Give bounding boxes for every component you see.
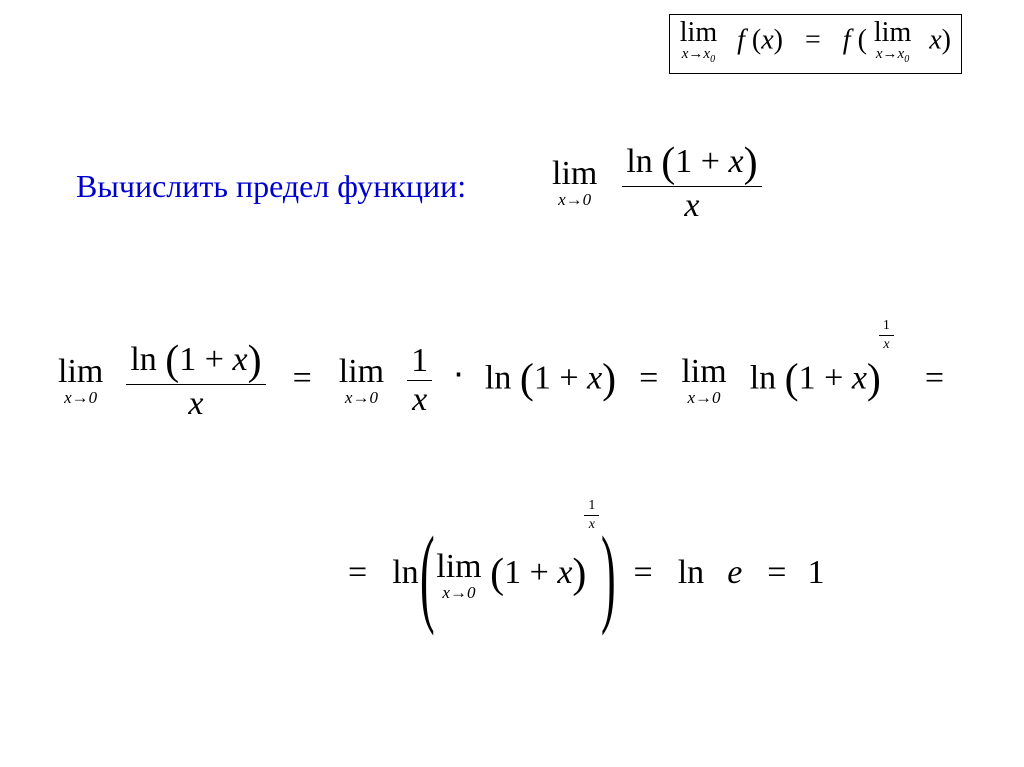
problem-expr: lim x→0 ln (1 + x) x (552, 142, 762, 223)
lp-d1c: ( (785, 356, 799, 402)
exp-num-a: 1 (879, 319, 894, 335)
frac-d1a-num: ln (1 + x) (126, 340, 265, 384)
lim-d2: lim (436, 550, 481, 584)
lp-d2: ( (490, 551, 504, 597)
limsub-d1c: x→0 (681, 389, 726, 406)
eq-2: = (639, 359, 658, 396)
limop-d1b: lim x→0 (339, 355, 384, 406)
exp-frac-a: 1 x (879, 319, 894, 352)
lp-d1b: ( (520, 356, 534, 402)
limop-lhs: lim x→x0 (680, 19, 717, 65)
lim-sub-rhs: x→x0 (874, 47, 911, 65)
frac-problem: ln (1 + x) x (622, 142, 761, 223)
exp-frac-b: 1 x (584, 499, 599, 532)
plus-d1a: + (205, 341, 224, 378)
frac-d1a: ln (1 + x) x (126, 340, 265, 421)
rp-d1c: ) (867, 356, 881, 402)
derivation-line-1: lim x→0 ln (1 + x) x = lim x→0 1 x ⋅ ln … (58, 340, 944, 421)
lparen-rhs: ( (858, 24, 867, 55)
frac-problem-den: x (622, 186, 761, 223)
eq-4: = (348, 554, 367, 591)
lim-d1c: lim (681, 355, 726, 389)
one-over-x-num: 1 (407, 344, 432, 380)
plus: + (701, 143, 720, 180)
plus-d2: + (530, 554, 549, 591)
x-var-rhs: x (929, 24, 941, 55)
limsub-d2: x→0 (436, 584, 481, 601)
lim-sub-lhs-text: x→x (682, 46, 710, 62)
rp-d2: ) (572, 551, 586, 597)
rparen-lhs: ) (774, 24, 783, 55)
exponent-1overx-b: 1 x (584, 494, 599, 532)
one-d2: 1 (504, 554, 521, 591)
eq-1: = (293, 359, 312, 396)
f-var-rhs: f (843, 24, 851, 55)
big-lparen: ( (661, 140, 675, 186)
limop-rhs: lim x→x0 (874, 19, 911, 65)
one-over-x-den: x (407, 380, 432, 417)
big-rparen: ) (744, 140, 758, 186)
limop-d1a: lim x→0 (58, 355, 103, 406)
eq-5: = (634, 554, 653, 591)
plus-d1b: + (559, 359, 578, 396)
one-d1b: 1 (534, 359, 551, 396)
equals-box: = (805, 24, 821, 55)
ln-outer: ln (392, 554, 418, 591)
one-d1a: 1 (179, 341, 196, 378)
rparen-rhs2: ) (942, 24, 951, 55)
one: 1 (675, 143, 692, 180)
rp-d1b: ) (602, 356, 616, 402)
big-lparen-outer: ( (420, 520, 435, 630)
one-d1c: 1 (799, 359, 816, 396)
eq-3-trail: = (925, 359, 944, 396)
limop-d1c: lim x→0 (681, 355, 726, 406)
lim-text-problem: lim (552, 157, 597, 191)
lim-sub-rhs-subscript: 0 (904, 54, 909, 65)
x-d1a: x (232, 341, 247, 378)
exp-num-b: 1 (584, 499, 599, 515)
lim-d1b: lim (339, 355, 384, 389)
cdot: ⋅ (453, 357, 464, 394)
heading-row: Вычислить предел функции: (76, 168, 466, 205)
heading-text: Вычислить предел функции: (76, 168, 466, 204)
result-one: 1 (807, 554, 824, 591)
x-d2: x (557, 554, 572, 591)
ln-e: ln (678, 554, 704, 591)
limop-d2: lim x→0 (436, 550, 481, 601)
rp-d1a: ) (248, 338, 262, 384)
lim-text: lim (680, 19, 717, 47)
lim-sub-problem: x→0 (552, 191, 597, 208)
e-const: e (727, 554, 742, 591)
lim-sub-lhs: x→x0 (680, 47, 717, 65)
lim-text-rhs: lim (874, 19, 911, 47)
ln-fn: ln (626, 143, 652, 180)
limsub-d1b: x→0 (339, 389, 384, 406)
plus-d1c: + (824, 359, 843, 396)
lim-sub-rhs-text: x→x (876, 46, 904, 62)
ln-d1c: ln (750, 359, 776, 396)
f-var-lhs: f (737, 24, 745, 55)
x-d1c: x (852, 359, 867, 396)
frac-problem-num: ln (1 + x) (622, 142, 761, 186)
lim-d1a: lim (58, 355, 103, 389)
x-d1b: x (587, 359, 602, 396)
exp-den-b: x (584, 515, 599, 532)
derivation-line-2: = ln ( lim x→0 (1 + x) 1 x ) = ln e = 1 (348, 520, 824, 630)
ln-d1b: ln (485, 359, 511, 396)
limop-problem: lim x→0 (552, 157, 597, 208)
x-var-lhs: x (761, 24, 773, 55)
big-rparen-outer: ) (601, 520, 616, 630)
frac-1overx: 1 x (407, 344, 432, 417)
continuity-identity-box: lim x→x0 f (x) = f ( lim x→x0 x) (669, 14, 962, 74)
ln-d1a: ln (130, 341, 156, 378)
lparen-lhs: ( (752, 24, 761, 55)
eq-6: = (767, 554, 786, 591)
x-num: x (728, 143, 743, 180)
lim-sub-lhs-subscript: 0 (710, 54, 715, 65)
den-d1a: x (126, 384, 265, 421)
limsub-d1a: x→0 (58, 389, 103, 406)
exponent-1overx-a: 1 x (879, 314, 894, 352)
lp-d1a: ( (165, 338, 179, 384)
exp-den-a: x (879, 335, 894, 352)
